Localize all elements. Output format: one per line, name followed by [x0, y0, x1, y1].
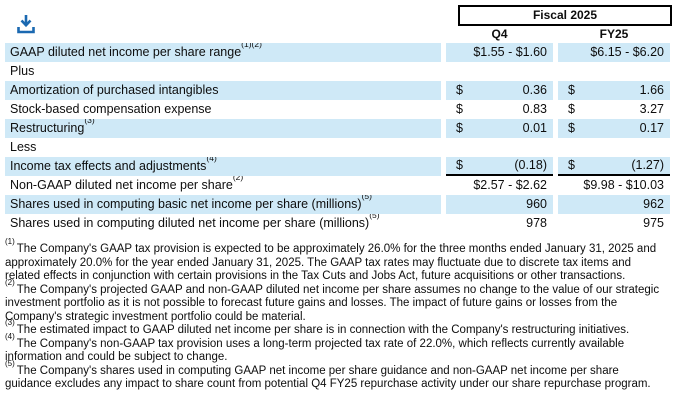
q4-value: 978 [526, 216, 547, 230]
fy25-value: $3.27 [558, 100, 670, 119]
row-gaap-diluted-eps-range: GAAP diluted net income per share range(… [5, 43, 670, 62]
fy25-value: $1.66 [558, 81, 670, 100]
footnote-ref: (3) [84, 119, 95, 125]
fy25-value: 975 [643, 216, 664, 230]
footnote: (3)The estimated impact to GAAP diluted … [5, 319, 666, 338]
footnote: (2)The Company's projected GAAP and non-… [5, 278, 666, 325]
q4-value: 960 [446, 195, 553, 214]
fy25-value: 962 [558, 195, 670, 214]
column-header-q4: Q4 [491, 27, 508, 41]
footnote-text: The estimated impact to GAAP diluted net… [16, 324, 630, 336]
row-label: Non-GAAP diluted net income per share [10, 178, 233, 192]
row-label: Income tax effects and adjustments [10, 159, 207, 173]
fy25-value [558, 138, 670, 157]
download-icon [17, 15, 35, 34]
fy25-value [558, 62, 670, 81]
row-label: Restructuring [10, 121, 85, 135]
row-label: Shares used in computing diluted net inc… [10, 216, 370, 230]
footnote-marker: (2) [5, 277, 15, 287]
q4-value: $ (0.18) [446, 157, 553, 176]
fiscal-year-group-header: Fiscal 2025 [458, 5, 672, 26]
footnote-ref: (5) [361, 195, 372, 201]
footnote-ref: (5) [369, 214, 380, 220]
footnote-text: The Company's GAAP tax provision is expe… [5, 243, 657, 282]
dollar-sign: $ [456, 83, 463, 97]
footnote-text: The Company's projected GAAP and non-GAA… [5, 283, 660, 323]
download-button[interactable] [13, 12, 39, 38]
column-header-fy25: FY25 [599, 27, 629, 41]
row-plus: Plus [5, 62, 670, 81]
footnote-text: The Company's non-GAAP tax provision use… [5, 337, 625, 364]
footnote-text: The Company's shares used in computing G… [5, 364, 651, 391]
footnote: (5)The Company's shares used in computin… [5, 359, 666, 392]
q4-value: $0.83 [446, 100, 553, 119]
q4-value [446, 62, 553, 81]
row-shares-diluted: Shares used in computing diluted net inc… [5, 214, 670, 233]
footnotes-section: (1)The Company's GAAP tax provision is e… [0, 238, 674, 392]
row-less: Less [5, 138, 670, 157]
row-stock-based-compensation: Stock-based compensation expense $0.83 $… [5, 100, 670, 119]
dollar-sign: $ [568, 83, 575, 97]
dollar-sign: $ [456, 121, 463, 135]
dollar-sign: $ [568, 102, 575, 116]
fy25-value: $0.17 [558, 119, 670, 138]
q4-value: $1.55 - $1.60 [446, 43, 553, 62]
row-label: Plus [10, 64, 35, 78]
dollar-sign: $ [456, 102, 463, 116]
guidance-table: Fiscal 2025 Q4 FY25 GAAP diluted net inc… [5, 5, 672, 233]
footnote-ref: (2) [232, 176, 244, 182]
dollar-sign: $ [456, 158, 463, 172]
q4-value: $0.01 [446, 119, 553, 138]
footnote-marker: (4) [5, 331, 15, 341]
fy25-value: $6.15 - $6.20 [558, 43, 670, 62]
row-label: GAAP diluted net income per share range [10, 45, 242, 59]
row-restructuring: Restructuring(3) $0.01 $0.17 [5, 119, 670, 138]
q4-value: $2.57 - $2.62 [473, 178, 547, 192]
footnote-marker: (1) [5, 237, 15, 247]
row-label: Amortization of purchased intangibles [10, 83, 219, 97]
row-income-tax-effects: Income tax effects and adjustments(4) $(… [5, 157, 670, 176]
dollar-sign: $ [568, 158, 575, 172]
q4-value: $0.36 [446, 81, 553, 100]
row-shares-basic: Shares used in computing basic net incom… [5, 195, 670, 214]
fy25-value: $ (1.27) [558, 157, 670, 176]
dollar-sign: $ [568, 121, 575, 135]
footnote-ref: (1)(2) [241, 43, 262, 49]
row-label: Shares used in computing basic net incom… [10, 197, 362, 211]
footnote: (1)The Company's GAAP tax provision is e… [5, 238, 666, 284]
footnote-marker: (5) [5, 358, 15, 368]
row-label: Stock-based compensation expense [10, 102, 212, 116]
column-header-row: Q4 FY25 [5, 27, 670, 42]
footnote-ref: (4) [206, 157, 217, 163]
q4-value [446, 138, 553, 157]
row-amortization-intangibles: Amortization of purchased intangibles $0… [5, 81, 670, 100]
footnote-marker: (3) [5, 318, 15, 328]
fy25-value: $9.98 - $10.03 [583, 178, 664, 192]
row-non-gaap-diluted-eps: Non-GAAP diluted net income per share(2)… [5, 176, 670, 195]
row-label: Less [10, 140, 37, 154]
footnote: (4)The Company's non-GAAP tax provision … [5, 332, 666, 365]
